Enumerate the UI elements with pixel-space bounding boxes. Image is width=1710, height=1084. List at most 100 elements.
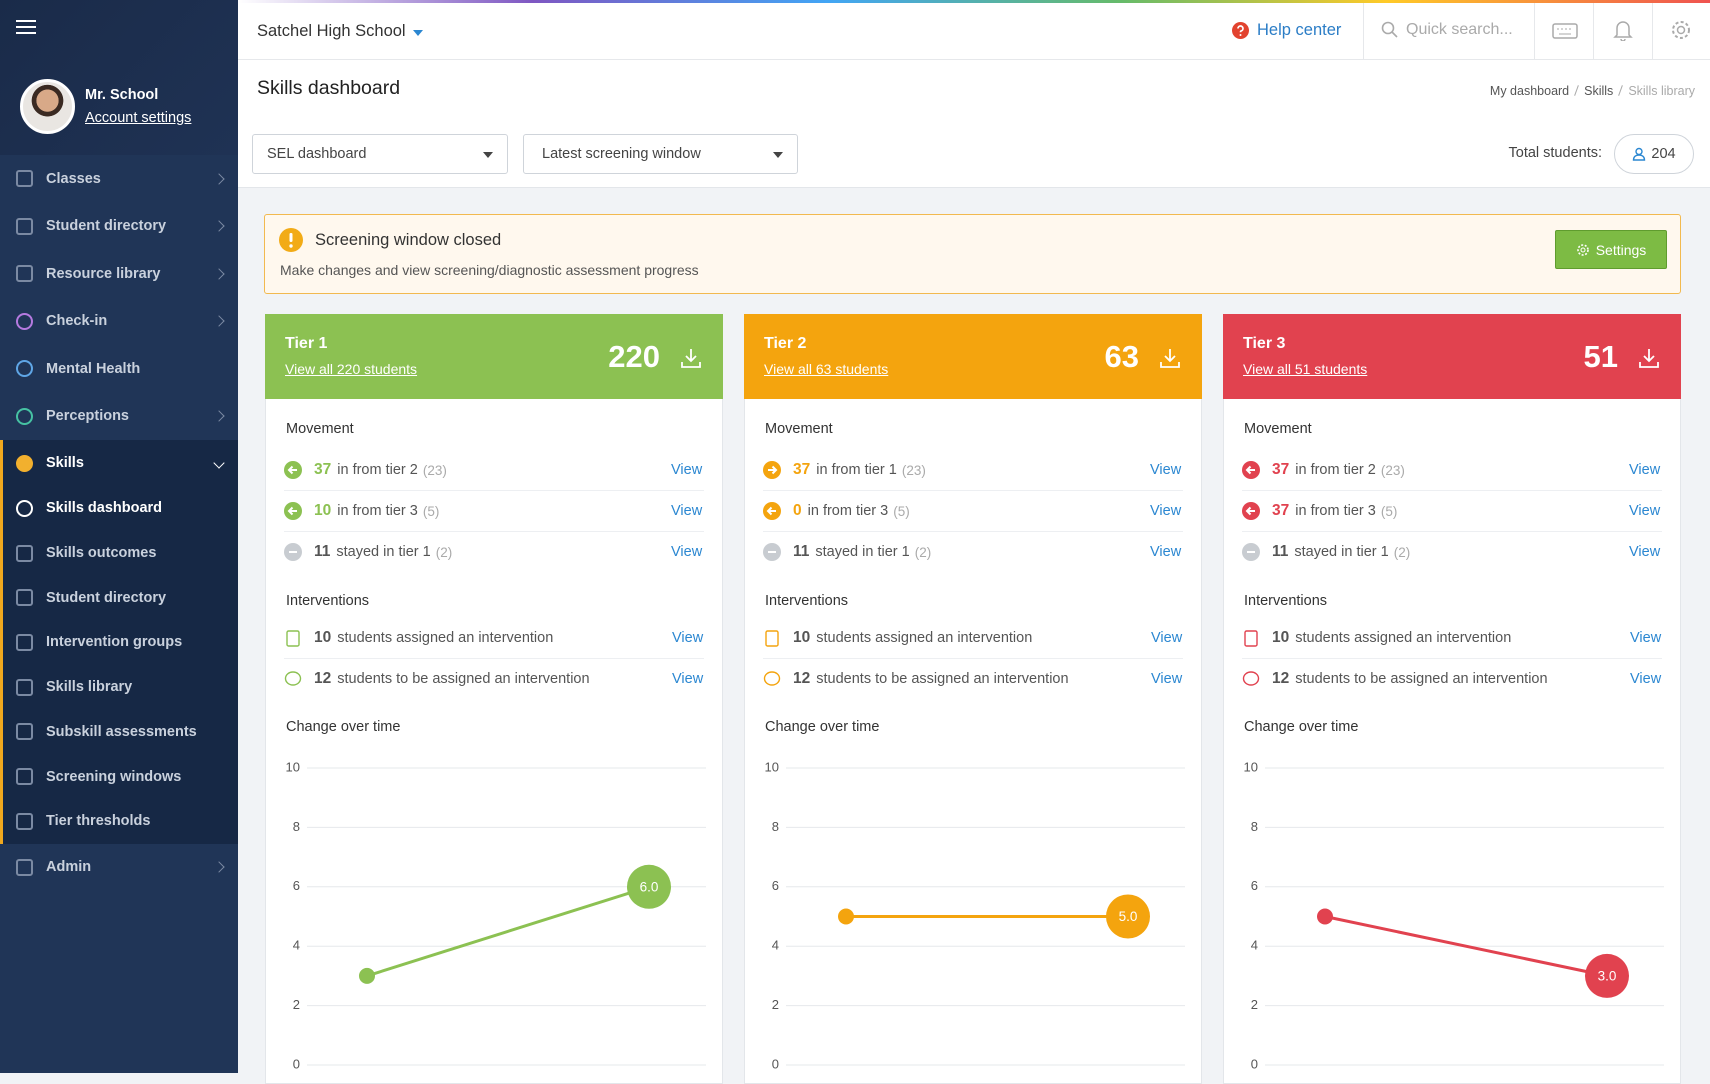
help-icon[interactable]: [1232, 22, 1249, 39]
line-chart: 0 2 4 6 8 10 3.0: [1244, 759, 1664, 1071]
dashboard-select[interactable]: SEL dashboard: [252, 134, 508, 174]
download-icon[interactable]: [1638, 347, 1660, 369]
breadcrumb[interactable]: My dashboard: [1489, 84, 1570, 98]
help-link[interactable]: Help center: [1257, 21, 1342, 39]
user-name: Mr. School: [85, 87, 159, 103]
nav-item[interactable]: Perceptions: [0, 393, 238, 441]
top-bar: Satchel High School Help center Quick se…: [238, 0, 1710, 60]
count: 10: [314, 629, 332, 646]
tier-link[interactable]: View all 51 students: [1243, 361, 1368, 377]
row-text: students assigned an intervention: [1295, 630, 1512, 646]
view-link[interactable]: View: [1630, 630, 1662, 646]
view-link[interactable]: View: [1629, 503, 1661, 519]
intervention-icon: [763, 671, 781, 686]
view-link[interactable]: View: [1151, 630, 1183, 646]
y-tick-label: 10: [286, 759, 300, 774]
nav-label: Student directory: [46, 589, 167, 606]
y-tick-label: 2: [772, 997, 779, 1012]
menu-icon[interactable]: [16, 20, 36, 34]
row-text: in from tier 3: [1295, 503, 1376, 519]
icon-glyph: [768, 465, 778, 475]
row-divider: [1242, 658, 1662, 659]
nav-icon: [16, 499, 33, 517]
select-value: SEL dashboard: [267, 146, 367, 162]
nav-item[interactable]: Mental Health: [0, 345, 238, 393]
movement-row: 11 stayed in tier 1 (2) View: [1242, 532, 1662, 572]
nav-icon: [16, 858, 33, 876]
section-title: Movement: [286, 421, 354, 437]
view-link[interactable]: View: [672, 671, 704, 687]
nav-subitem[interactable]: Student directory: [0, 575, 238, 620]
nav-subitem[interactable]: Skills outcomes: [0, 531, 238, 576]
view-link[interactable]: View: [672, 630, 704, 646]
view-link[interactable]: View: [1630, 671, 1662, 687]
tier-count: 220: [608, 339, 660, 374]
divider: [1363, 3, 1364, 60]
bell-icon[interactable]: [1613, 19, 1633, 41]
download-icon[interactable]: [680, 347, 702, 369]
download-icon[interactable]: [1159, 347, 1181, 369]
nav-subitem[interactable]: Skills library: [0, 665, 238, 710]
count: 11: [314, 543, 331, 560]
nav-label: Student directory: [46, 218, 167, 235]
view-link[interactable]: View: [1629, 544, 1661, 560]
section-title: Movement: [1244, 421, 1312, 437]
tier-link[interactable]: View all 63 students: [764, 361, 889, 377]
view-link[interactable]: View: [671, 544, 703, 560]
search-input[interactable]: Quick search...: [1406, 21, 1513, 38]
nav-label: Tier thresholds: [46, 813, 151, 830]
nav-item[interactable]: Student directory: [0, 203, 238, 251]
count: 12: [1272, 670, 1290, 687]
view-link[interactable]: View: [1151, 671, 1183, 687]
nav-icon: [16, 170, 33, 188]
keyboard-icon[interactable]: [1552, 23, 1578, 39]
tier-header: Tier 3 View all 51 students 51: [1223, 314, 1681, 399]
row-text: students to be assigned an intervention: [337, 671, 590, 687]
intervention-row: 10 students assigned an intervention View: [284, 618, 704, 658]
y-tick-label: 10: [1244, 759, 1258, 774]
icon-glyph: [1244, 630, 1258, 647]
y-tick-label: 6: [293, 878, 300, 893]
tier-header: Tier 1 View all 220 students 220: [265, 314, 723, 399]
tier-count: 63: [1104, 339, 1139, 374]
total-pill[interactable]: 204: [1614, 134, 1694, 174]
view-link[interactable]: View: [1150, 544, 1182, 560]
nav-item[interactable]: Classes: [0, 155, 238, 203]
account-link[interactable]: Account settings: [85, 110, 192, 126]
row-text: in from tier 2: [337, 462, 418, 478]
view-link[interactable]: View: [1150, 462, 1182, 478]
nav-subitem[interactable]: Subskill assessments: [0, 710, 238, 755]
breadcrumb[interactable]: Skills: [1584, 84, 1614, 98]
students-icon: [1633, 147, 1646, 161]
count: 10: [793, 629, 811, 646]
nav-subitem[interactable]: Skills dashboard: [0, 486, 238, 531]
nav-item[interactable]: Admin: [0, 844, 238, 892]
intervention-row: 10 students assigned an intervention View: [763, 618, 1183, 658]
settings-icon[interactable]: [1669, 18, 1693, 42]
point: [1585, 953, 1629, 998]
select-value: Latest screening window: [542, 146, 701, 162]
window-select[interactable]: Latest screening window: [523, 134, 798, 174]
view-link[interactable]: View: [671, 462, 703, 478]
nav-subitem[interactable]: Intervention groups: [0, 620, 238, 665]
nav-item[interactable]: Check-in: [0, 298, 238, 346]
view-link[interactable]: View: [1150, 503, 1182, 519]
row-text: students to be assigned an intervention: [816, 671, 1069, 687]
school-name[interactable]: Satchel High School: [257, 22, 406, 40]
y-tick-label: 4: [772, 938, 779, 953]
count: 11: [793, 543, 810, 560]
avatar: [20, 79, 75, 134]
nav-item[interactable]: Skills: [0, 440, 238, 486]
chevron: [213, 457, 225, 469]
school-caret[interactable]: [413, 30, 423, 41]
tier-link[interactable]: View all 220 students: [285, 361, 418, 377]
alert-icon: [279, 228, 303, 252]
settings-button[interactable]: Settings: [1555, 230, 1667, 269]
nav-item[interactable]: Resource library: [0, 250, 238, 298]
view-link[interactable]: View: [671, 503, 703, 519]
y-tick-label: 8: [772, 819, 779, 834]
nav-subitem[interactable]: Screening windows: [0, 754, 238, 799]
view-link[interactable]: View: [1629, 462, 1661, 478]
nav-subitem[interactable]: Tier thresholds: [0, 799, 238, 844]
line: [1324, 915, 1608, 978]
